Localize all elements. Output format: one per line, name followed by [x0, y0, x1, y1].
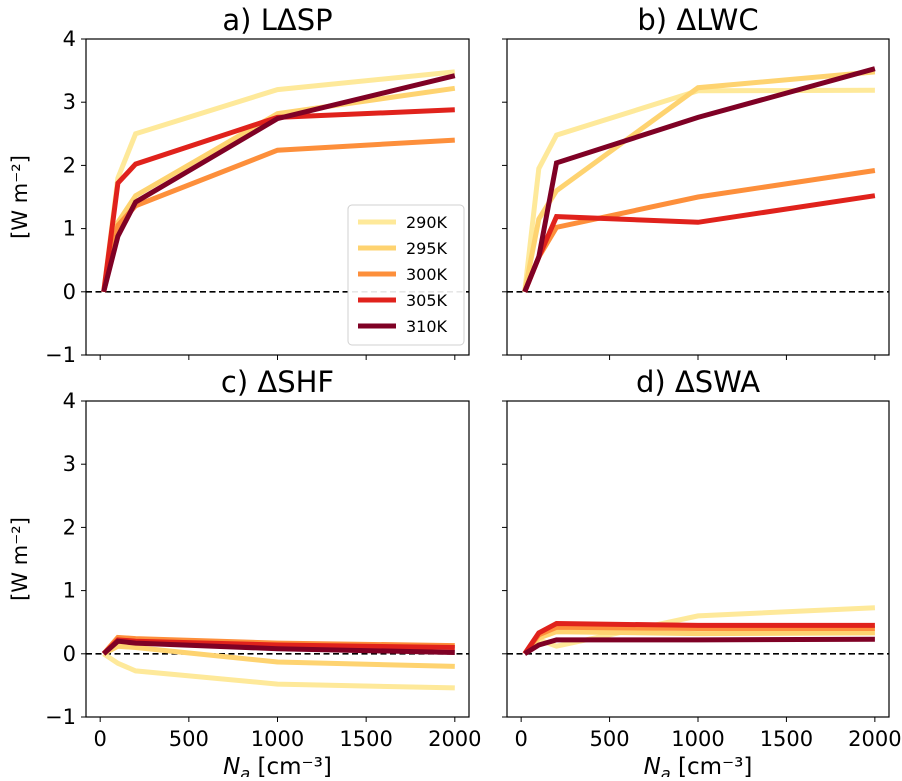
plot-frame — [85, 38, 470, 356]
legend-label: 310K — [406, 317, 448, 336]
series-line-295K — [522, 69, 876, 293]
y-tick-label: 2 — [63, 515, 76, 539]
series-line-310K — [522, 66, 876, 293]
x-tick-label: 2000 — [848, 727, 901, 751]
y-tick-label: 3 — [63, 452, 76, 476]
series-line-310K — [101, 73, 456, 293]
y-tick-label: 1 — [63, 579, 76, 603]
plot-frame — [506, 38, 890, 356]
x-axis-label: Na [cm⁻³] — [644, 754, 753, 777]
x-axis-label: Na [cm⁻³] — [223, 754, 332, 777]
y-tick-label: 1 — [63, 217, 76, 241]
x-tick-label: 1500 — [339, 727, 392, 751]
x-axis-label-unit: [cm⁻³] — [250, 754, 332, 777]
legend-label: 290K — [406, 213, 448, 232]
legend-label: 300K — [406, 265, 448, 284]
panel-title: a) LΔSP — [222, 3, 332, 37]
y-tick-label: 2 — [63, 153, 76, 177]
plot-frame — [506, 400, 890, 718]
legend-label: 305K — [406, 291, 448, 310]
plot-frame — [85, 400, 470, 718]
y-tick-label: 4 — [63, 27, 76, 51]
panel-title: b) ΔLWC — [637, 3, 758, 37]
series-line-290K — [522, 87, 875, 293]
series-line-310K — [102, 638, 455, 656]
x-tick-label: 1000 — [251, 727, 304, 751]
x-tick-label: 500 — [169, 727, 209, 751]
y-tick-label: 3 — [63, 90, 76, 114]
panel-4: d) ΔSWA 0 500 1000 1500 2000 Na [cm⁻³] — [502, 365, 902, 781]
x-tick-label: 0 — [514, 727, 527, 751]
x-tick-label: 1000 — [671, 727, 724, 751]
series-line-305K — [522, 620, 875, 656]
x-tick-label: 2000 — [428, 727, 481, 751]
legend-box — [347, 204, 465, 346]
x-axis-label-subscript: a — [661, 764, 671, 777]
y-tick-label: 4 — [63, 389, 76, 413]
y-tick-label: −1 — [45, 343, 76, 367]
series-line-305K — [522, 193, 876, 293]
series-line-290K — [102, 651, 455, 691]
panel-2: b) ΔLWC — [502, 3, 890, 360]
x-tick-label: 1500 — [760, 727, 813, 751]
x-axis-label-unit: [cm⁻³] — [671, 754, 753, 777]
y-axis-label: [W m⁻²] — [8, 155, 32, 239]
x-axis-label-symbol: N — [644, 754, 661, 777]
y-axis-label: [W m⁻²] — [8, 517, 32, 601]
series-line-305K — [101, 107, 455, 293]
y-tick-label: −1 — [45, 705, 76, 729]
y-tick-label: 0 — [63, 280, 76, 304]
panel-title: c) ΔSHF — [221, 365, 334, 399]
series-line-310K — [523, 636, 875, 656]
series-line-300K — [522, 168, 876, 293]
x-axis-label-symbol: N — [223, 754, 240, 777]
legend: 290K 295K 300K 305K 310K — [347, 204, 465, 346]
legend-label: 295K — [406, 239, 448, 258]
panel-1: a) LΔSP −1 0 1 2 3 4 [W m⁻²] — [8, 3, 470, 367]
x-axis-label-subscript: a — [240, 764, 250, 777]
panel-title: d) ΔSWA — [636, 365, 760, 399]
x-tick-label: 500 — [590, 727, 630, 751]
x-tick-label: 0 — [93, 727, 106, 751]
y-tick-label: 0 — [63, 642, 76, 666]
